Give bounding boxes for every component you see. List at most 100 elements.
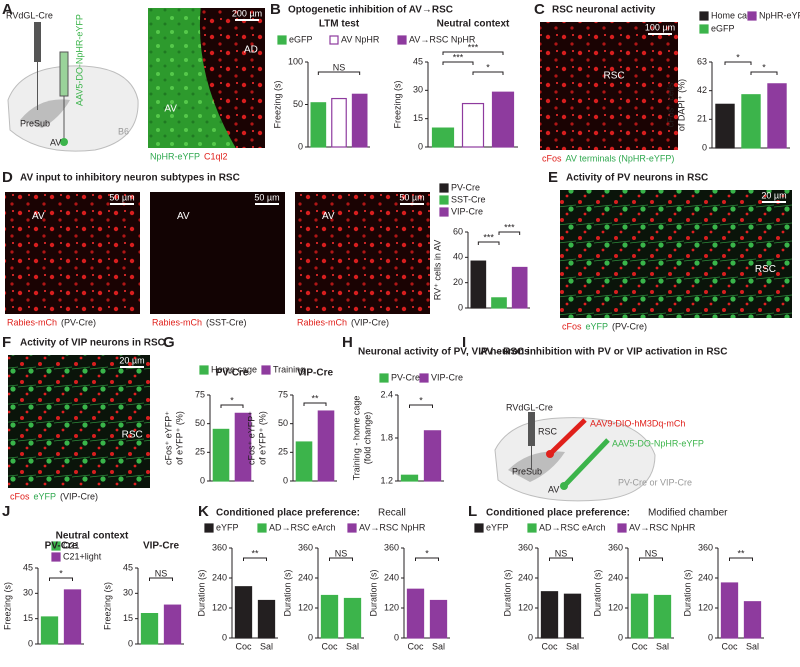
image-caption: eYFP [586,321,609,331]
legend-swatch [51,541,61,551]
panel-letter: K [198,503,209,520]
diagram-label: PreSub [20,118,50,128]
y-axis-label: Duration (s) [196,569,206,616]
bar [491,91,515,148]
bar [540,591,559,639]
bar [320,594,339,639]
legend-swatch [199,365,209,375]
legend-label: eGFP [289,34,313,44]
bar [295,441,313,482]
legend-label: PV-Cre [391,372,420,382]
bar [470,260,487,309]
y-tick-label: 40 [453,252,463,262]
y-tick-label: 120 [212,602,227,612]
significance-label: NS [335,548,348,558]
image-label: AD [244,45,258,56]
image-caption: (VIP-Cre) [351,317,389,327]
panel-title: Neuronal activity of PV, VIP neurons [358,347,530,358]
legend-label: AV NpHR [341,34,380,44]
bar [743,601,762,639]
legend-label: SST-Cre [451,194,486,204]
micrograph [540,22,678,150]
y-axis-label: RV⁺ cells in AV [432,240,442,300]
panel-title: Conditioned place preference: [216,508,360,519]
significance-bracket [329,557,353,561]
scale-label: 20 µm [761,190,786,200]
bar [400,474,419,482]
legend-swatch [204,523,214,533]
y-tick-label: 0 [283,475,288,485]
image-caption: cFos [562,321,582,331]
legend-swatch [329,35,339,45]
image-caption: eYFP [34,491,57,501]
diagram-label: AV [50,137,61,147]
y-axis-label: Freezing (s) [272,80,282,128]
scale-label: 200 µm [232,8,262,18]
panel-letter: L [468,503,477,520]
bar [212,428,230,482]
y-axis-label: cFos⁺ eYFP⁺ [246,411,256,465]
image-label: AV [177,211,190,222]
bar [715,103,735,149]
significance-bracket [409,404,433,408]
image-caption: (VIP-Cre) [60,491,98,501]
y-tick-label: 30 [123,588,133,598]
y-axis-label: of eYFP⁺ (%) [174,411,184,465]
significance-label: *** [468,42,479,52]
y-tick-label: 0 [28,638,33,648]
legend-swatch [617,523,627,533]
y-tick-label: 15 [23,613,33,623]
y-tick-label: 360 [212,542,227,552]
y-tick-label: 21 [697,114,707,124]
legend-label: AD→RSC eArch [539,522,606,532]
image-label: RSC [122,429,143,440]
legend-label: eGFP [711,23,735,33]
x-tick-label: Sal [566,641,579,651]
legend-swatch [474,523,484,533]
diagram-label: RVdGL-Cre [6,10,53,20]
micrograph-region [199,8,265,148]
panel-letter: H [342,334,353,351]
bar [310,102,327,148]
bar [741,94,761,149]
y-axis-label: Freezing (s) [102,582,112,630]
y-tick-label: 1.8 [380,432,393,442]
significance-bracket [49,577,73,581]
y-tick-label: 75 [195,389,205,399]
diagram-label: RSC [538,426,558,436]
y-tick-label: 75 [278,389,288,399]
significance-bracket [729,557,753,561]
legend-label: VIP-Cre [451,206,483,216]
schematic-i [494,412,656,502]
panel-letter: A [2,1,13,18]
significance-label: ** [737,548,745,558]
legend-label: Training [273,364,305,374]
y-tick-label: 50 [195,418,205,428]
schematic-a [7,22,139,152]
image-label: AV [164,103,177,114]
y-tick-label: 0 [308,632,313,642]
chart-title: Neutral context [437,19,510,30]
panel-letter: D [2,169,13,186]
diagram-label: AAV5-DO-NpHR-eYFP [74,14,84,106]
y-tick-label: 360 [608,542,623,552]
legend-swatch [747,11,757,21]
image-caption: Rabies-mCh [297,317,347,327]
legend-label: AV→RSC NpHR [629,522,696,532]
y-axis-label: Freezing (s) [2,582,12,630]
y-tick-label: 240 [212,572,227,582]
bar [767,83,787,149]
bar [406,588,425,639]
diagram-label: B6 [118,126,129,136]
scale-label: 50 µm [109,192,134,202]
y-tick-label: 25 [195,447,205,457]
panel-title: AV→RSC inhibition with PV or VIP activat… [480,347,727,358]
significance-bracket [442,51,504,55]
panel-title: Activity of PV neurons in RSC [566,173,708,184]
bar [491,297,507,309]
significance-label: NS [155,568,168,578]
panel-letter: G [163,334,175,351]
y-tick-label: 45 [123,562,133,572]
x-tick-label: Coc [407,641,424,651]
significance-label: NS [645,548,658,558]
